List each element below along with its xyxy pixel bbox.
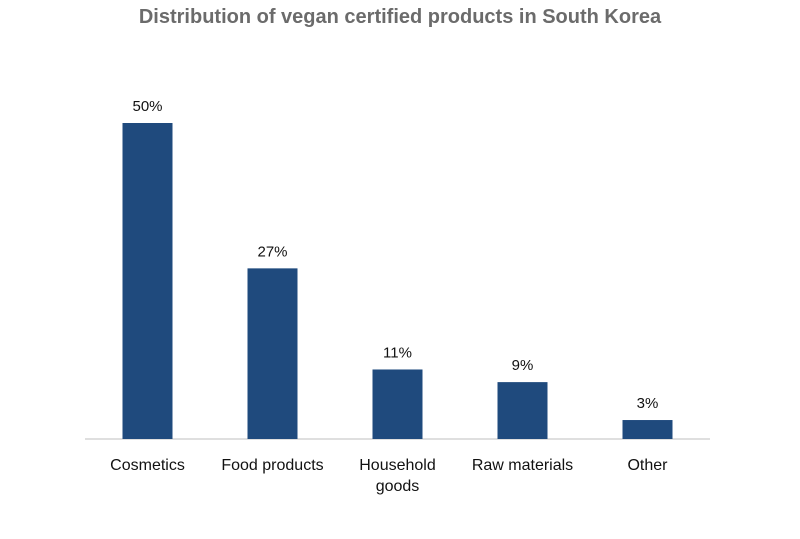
data-label-0: 50% (132, 98, 162, 115)
data-label-3: 9% (512, 357, 534, 374)
category-label-line: Other (627, 457, 668, 474)
bar-4 (622, 420, 673, 439)
data-label-2: 11% (383, 344, 412, 361)
category-label-0: Cosmetics (110, 457, 185, 474)
category-label-line: goods (376, 478, 420, 495)
bar-1 (247, 268, 298, 439)
bar-0 (122, 123, 173, 439)
category-label-1: Food products (221, 457, 323, 474)
chart-title: Distribution of vegan certified products… (138, 6, 662, 28)
bar-3 (497, 382, 548, 439)
category-label-2: Household goods (359, 457, 436, 495)
bar-2 (372, 369, 423, 439)
category-label-line: Cosmetics (110, 457, 185, 474)
data-label-4: 3% (637, 395, 659, 412)
category-label-line: Raw materials (472, 457, 573, 474)
data-label-1: 27% (257, 243, 287, 260)
category-label-line: Food products (221, 457, 323, 474)
category-label-line: Household (359, 457, 436, 474)
category-label-3: Raw materials (472, 457, 573, 474)
category-label-4: Other (627, 457, 668, 474)
